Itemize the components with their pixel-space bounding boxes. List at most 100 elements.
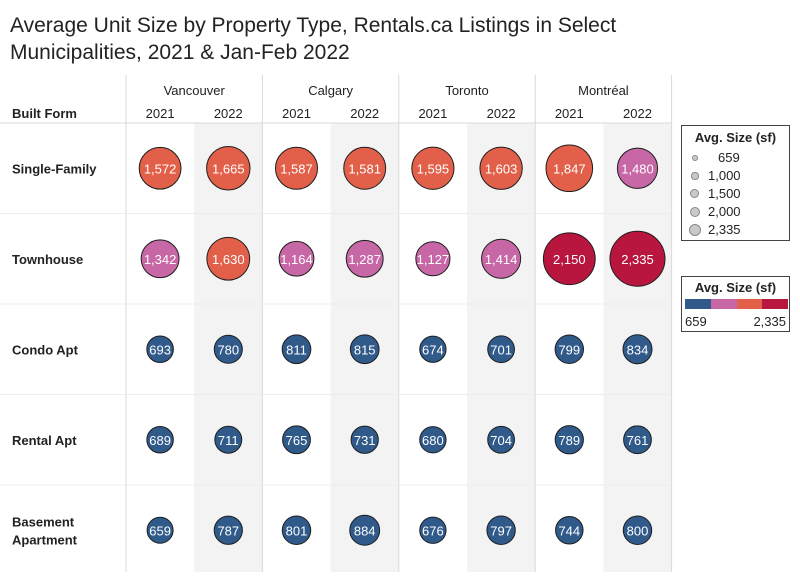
data-bubble[interactable] xyxy=(140,239,180,279)
size-legend-title: Avg. Size (sf) xyxy=(694,130,777,145)
data-bubble[interactable] xyxy=(554,425,584,455)
row-label: Single-Family xyxy=(12,161,97,176)
bubble-value-label: 811 xyxy=(286,342,307,357)
row-label: Basement Apartment xyxy=(12,514,78,547)
data-bubble[interactable] xyxy=(481,238,522,279)
chart-title: Average Unit Size by Property Type, Rent… xyxy=(10,14,617,64)
size-legend-item: 659 xyxy=(682,150,789,166)
color-legend: Avg. Size (sf) 659 2,335 xyxy=(681,276,790,332)
bubbles: 1,572 1,665 1,587 1,581 1,595 1,603 1,847 1,480… xyxy=(138,144,666,546)
bubble-value-label: 1,587 xyxy=(280,161,313,176)
data-bubble[interactable] xyxy=(487,425,515,454)
color-legend-max: 2,335 xyxy=(753,314,786,329)
size-legend-circle xyxy=(689,224,701,236)
bubble-value-label: 884 xyxy=(354,523,376,538)
data-bubble[interactable] xyxy=(343,146,387,190)
bubble-value-label: 711 xyxy=(218,433,239,448)
data-bubble[interactable] xyxy=(349,334,380,365)
data-bubble[interactable] xyxy=(282,425,311,455)
size-legend-item: 2,335 xyxy=(682,222,789,238)
data-bubble[interactable] xyxy=(146,425,174,454)
bubble-value-label: 693 xyxy=(149,342,171,357)
data-bubble[interactable] xyxy=(206,146,251,191)
year-label: 2022 xyxy=(214,106,243,121)
year-label: 2021 xyxy=(555,106,584,121)
data-bubble[interactable] xyxy=(623,425,652,455)
size-legend-item: 1,000 xyxy=(682,168,789,184)
bubble-value-label: 744 xyxy=(558,523,580,538)
bubble-value-label: 787 xyxy=(217,523,239,538)
color-ramp xyxy=(685,299,788,309)
bubble-value-label: 689 xyxy=(149,433,171,448)
data-bubble[interactable] xyxy=(487,335,515,364)
year-label: 2021 xyxy=(418,106,447,121)
data-bubble[interactable] xyxy=(146,335,174,364)
data-bubble[interactable] xyxy=(622,515,653,545)
bubble-value-label: 659 xyxy=(149,523,171,538)
data-bubble[interactable] xyxy=(349,514,381,546)
data-bubble[interactable] xyxy=(278,240,315,277)
data-bubble[interactable] xyxy=(486,515,516,545)
data-bubble[interactable] xyxy=(419,335,447,363)
color-ramp-segment xyxy=(710,299,737,309)
data-bubble[interactable] xyxy=(415,241,451,277)
row-label: Rental Apt xyxy=(12,433,77,448)
data-bubble[interactable] xyxy=(281,515,312,545)
bubble-value-label: 1,665 xyxy=(212,161,245,176)
bubble-value-label: 1,164 xyxy=(280,252,313,267)
bubble-value-label: 1,572 xyxy=(144,161,177,176)
bubble-value-label: 704 xyxy=(490,433,512,448)
size-legend-label: 659 xyxy=(718,150,740,165)
bubble-value-label: 815 xyxy=(354,342,376,357)
data-bubble[interactable] xyxy=(419,516,447,544)
data-bubble[interactable] xyxy=(213,515,243,545)
column-headers: Vancouver 2021 2022 Calgary 2021 2022 Toronto 2… xyxy=(12,83,652,121)
bubble-value-label: 2,150 xyxy=(553,252,586,267)
bubble-value-label: 1,127 xyxy=(417,252,450,267)
color-legend-min: 659 xyxy=(685,314,707,329)
bubble-value-label: 676 xyxy=(422,523,444,538)
bubble-value-label: 1,603 xyxy=(485,161,518,176)
city-label: Montréal xyxy=(578,83,629,98)
size-legend-circle xyxy=(691,172,699,180)
data-bubble[interactable] xyxy=(622,334,653,365)
row-label: Condo Apt xyxy=(12,342,79,357)
data-bubble[interactable] xyxy=(554,334,585,364)
data-bubble[interactable] xyxy=(213,334,243,364)
data-bubble[interactable] xyxy=(274,146,319,190)
size-legend-circle xyxy=(690,189,700,199)
data-bubble[interactable] xyxy=(214,425,243,454)
city-label: Vancouver xyxy=(164,83,226,98)
data-bubble[interactable] xyxy=(419,426,447,454)
bubble-value-label: 1,630 xyxy=(212,252,245,267)
data-bubble[interactable] xyxy=(350,425,379,454)
bubble-value-label: 1,847 xyxy=(553,161,586,176)
size-legend-label: 2,000 xyxy=(708,204,741,219)
data-bubble[interactable] xyxy=(411,146,455,190)
data-bubble[interactable] xyxy=(138,146,182,190)
data-bubble[interactable] xyxy=(345,239,384,278)
bubble-value-label: 680 xyxy=(422,433,444,448)
size-legend-item: 2,000 xyxy=(682,204,789,220)
color-ramp-segment xyxy=(736,299,763,309)
color-ramp-segment xyxy=(762,299,788,309)
data-bubble[interactable] xyxy=(555,516,584,545)
bubble-value-label: 674 xyxy=(422,342,444,357)
data-bubble[interactable] xyxy=(545,144,594,193)
data-bubble[interactable] xyxy=(479,146,523,190)
data-bubble[interactable] xyxy=(146,516,174,544)
year-label: 2021 xyxy=(282,106,311,121)
data-bubble[interactable] xyxy=(206,236,251,281)
bubble-value-label: 1,581 xyxy=(348,161,381,176)
data-bubble[interactable] xyxy=(609,230,666,287)
bubble-value-label: 797 xyxy=(490,523,512,538)
bubble-value-label: 1,414 xyxy=(485,252,518,267)
data-bubble[interactable] xyxy=(616,147,659,189)
bubble-value-label: 1,287 xyxy=(348,252,381,267)
bubble-value-label: 799 xyxy=(558,342,580,357)
bubble-value-label: 1,342 xyxy=(144,252,177,267)
row-label: Townhouse xyxy=(12,252,83,267)
bubble-value-label: 834 xyxy=(627,342,649,357)
data-bubble[interactable] xyxy=(542,232,596,286)
data-bubble[interactable] xyxy=(281,334,312,365)
